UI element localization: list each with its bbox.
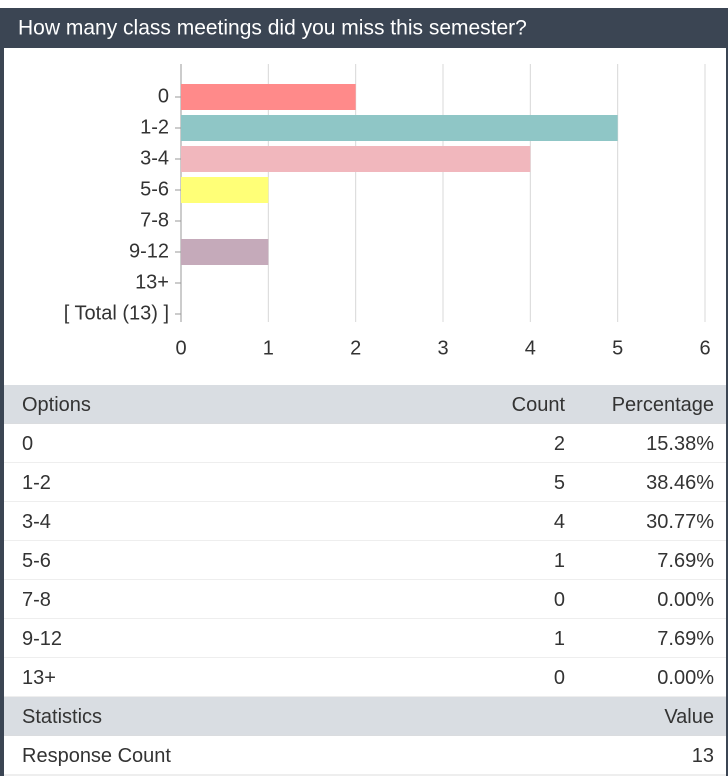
title-bar — [0, 8, 728, 48]
bar — [181, 84, 356, 110]
y-tick-label: 9-12 — [129, 240, 169, 262]
x-tick-label: 1 — [263, 337, 274, 359]
table-row-cell: 30.77% — [646, 511, 714, 533]
table-row-cell: 0 — [22, 433, 33, 455]
statistics-row-cell: 13 — [692, 745, 714, 767]
y-tick-label: 13+ — [135, 271, 169, 293]
table-header-bg — [4, 385, 726, 424]
table-row-bg — [4, 424, 726, 463]
table-row-bg — [4, 619, 726, 658]
bar — [181, 177, 269, 203]
y-tick-label: [ Total (13) ] — [64, 302, 169, 324]
table-row-cell: 0 — [554, 667, 565, 689]
right-border — [726, 8, 728, 776]
table-row-cell: 1 — [554, 550, 565, 572]
table-row-cell: 3-4 — [22, 511, 51, 533]
table-row-cell: 0 — [554, 589, 565, 611]
statistics-row-cell: Response Count — [22, 745, 171, 767]
table-row-cell: 0.00% — [657, 589, 714, 611]
table-row-cell: 7-8 — [22, 589, 51, 611]
x-tick-label: 0 — [175, 337, 186, 359]
table-row-bg — [4, 658, 726, 697]
table-row-cell: 0.00% — [657, 667, 714, 689]
table-row-cell: 5-6 — [22, 550, 51, 572]
x-tick-label: 3 — [437, 337, 448, 359]
table-row-cell: 7.69% — [657, 550, 714, 572]
y-tick-label: 3-4 — [140, 147, 169, 169]
table-row-bg — [4, 541, 726, 580]
bar — [181, 146, 531, 172]
table-row-cell: 1 — [554, 628, 565, 650]
table-row-bg — [4, 463, 726, 502]
x-tick-label: 2 — [350, 337, 361, 359]
table-row-cell: 2 — [554, 433, 565, 455]
table-header-cell: Percentage — [612, 394, 714, 416]
table-row-cell: 5 — [554, 472, 565, 494]
y-tick-label: 5-6 — [140, 178, 169, 200]
statistics-header-cell: Statistics — [22, 706, 102, 728]
table-row-cell: 15.38% — [646, 433, 714, 455]
table-row-bg — [4, 502, 726, 541]
y-tick-label: 7-8 — [140, 209, 169, 231]
table-header-cell: Options — [22, 394, 91, 416]
table-row-cell: 9-12 — [22, 628, 62, 650]
bar — [181, 239, 269, 265]
statistics-row-bg — [4, 736, 726, 775]
table-row-cell: 13+ — [22, 667, 56, 689]
y-tick-label: 1-2 — [140, 116, 169, 138]
bar — [181, 115, 618, 141]
statistics-header-bg — [4, 697, 726, 736]
table-row-cell: 38.46% — [646, 472, 714, 494]
left-border — [0, 8, 4, 776]
table-row-cell: 4 — [554, 511, 565, 533]
table-row-cell: 7.69% — [657, 628, 714, 650]
question-title: How many class meetings did you miss thi… — [18, 17, 527, 40]
y-tick-label: 0 — [158, 85, 169, 107]
table-row-bg — [4, 580, 726, 619]
statistics-header-cell: Value — [664, 706, 714, 728]
x-tick-label: 5 — [612, 337, 623, 359]
x-tick-label: 4 — [525, 337, 536, 359]
table-header-cell: Count — [512, 394, 566, 416]
table-row-cell: 1-2 — [22, 472, 51, 494]
x-tick-label: 6 — [699, 337, 710, 359]
